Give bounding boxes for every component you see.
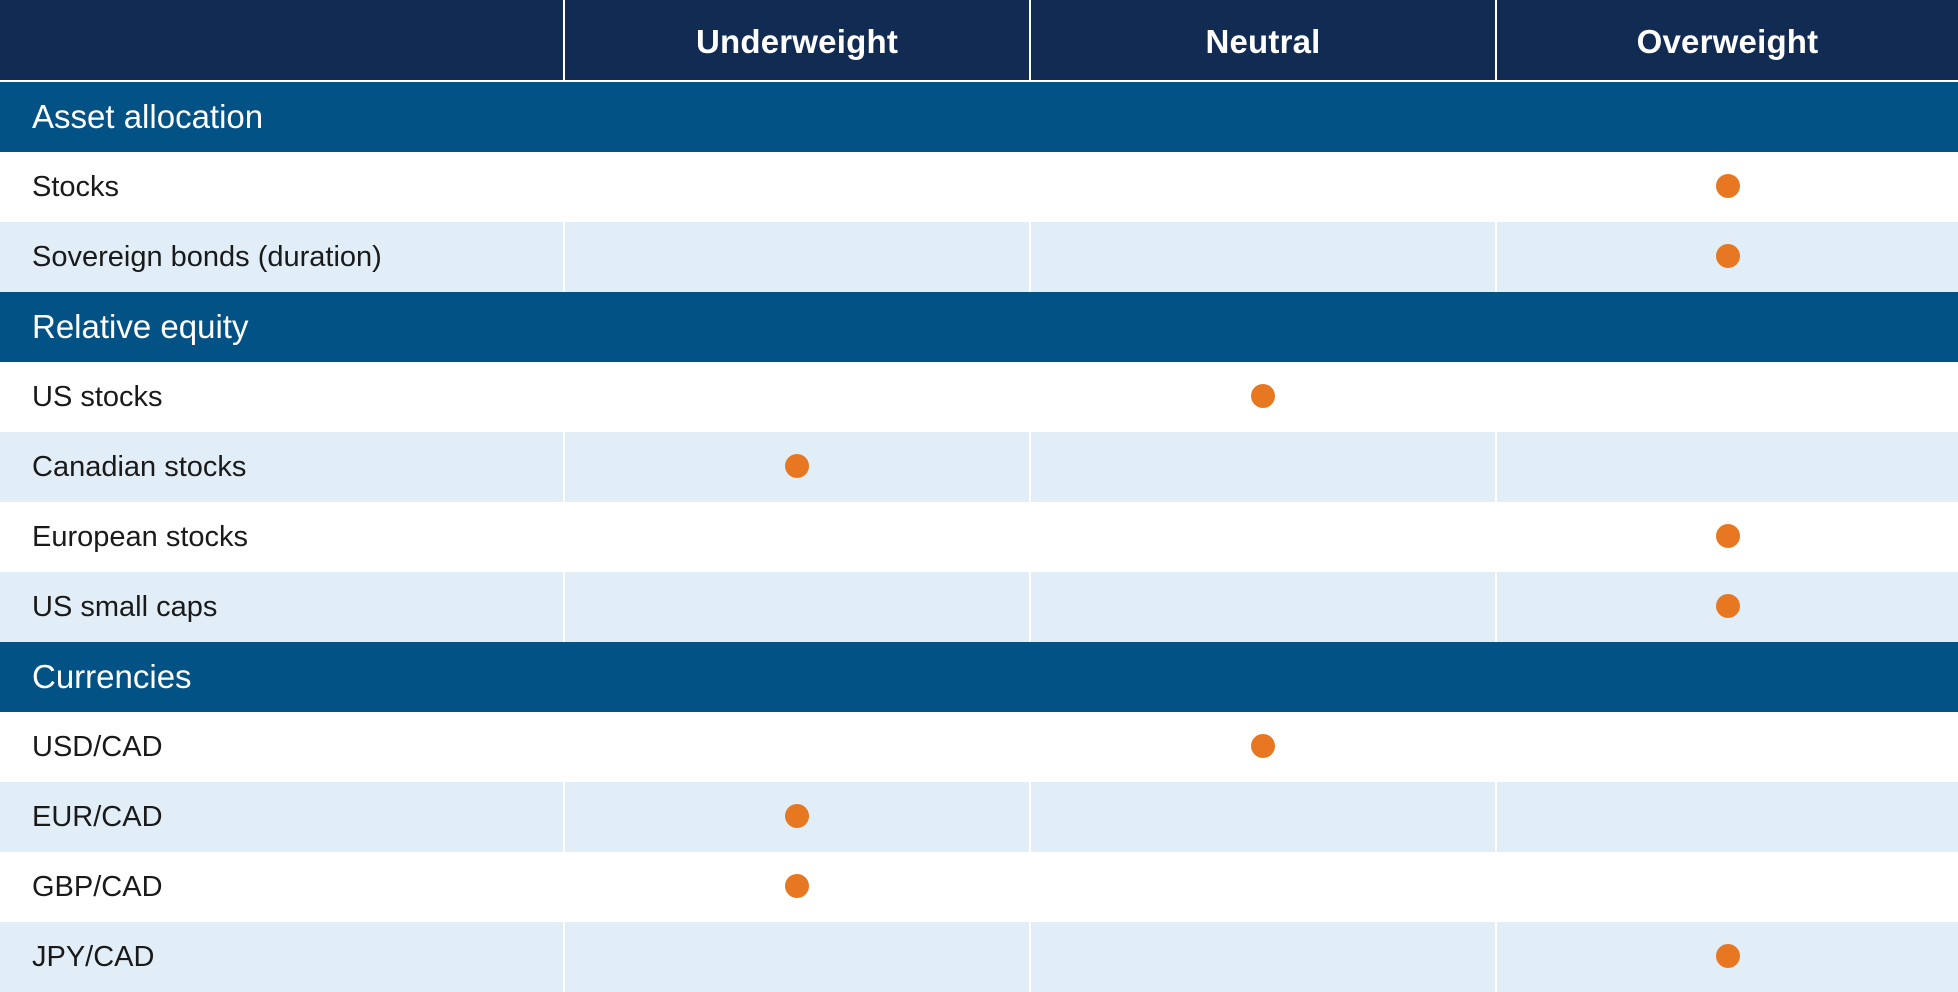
section-row: Relative equity bbox=[0, 292, 1958, 362]
section-row: Currencies bbox=[0, 642, 1958, 712]
cell-underweight bbox=[563, 922, 1029, 992]
table-row: US small caps bbox=[0, 572, 1958, 642]
header-neutral: Neutral bbox=[1029, 0, 1495, 80]
table-row: Sovereign bonds (duration) bbox=[0, 222, 1958, 292]
cell-neutral bbox=[1029, 432, 1495, 502]
cell-overweight bbox=[1495, 922, 1958, 992]
cell-neutral bbox=[1029, 922, 1495, 992]
cell-underweight bbox=[563, 222, 1029, 292]
row-label: Sovereign bonds (duration) bbox=[32, 240, 382, 273]
table-row: USD/CAD bbox=[0, 712, 1958, 782]
row-label: USD/CAD bbox=[32, 730, 163, 763]
position-marker bbox=[1251, 734, 1275, 758]
position-marker bbox=[1715, 174, 1740, 198]
row-label: JPY/CAD bbox=[32, 940, 155, 973]
header-overweight: Overweight bbox=[1495, 0, 1958, 80]
row-label: EUR/CAD bbox=[32, 800, 163, 833]
cell-neutral bbox=[1029, 782, 1495, 852]
cell-overweight bbox=[1495, 502, 1958, 572]
cell-overweight bbox=[1495, 572, 1958, 642]
section-title: Relative equity bbox=[32, 308, 249, 345]
cell-underweight bbox=[563, 362, 1029, 432]
position-marker bbox=[1715, 524, 1740, 548]
row-label: GBP/CAD bbox=[32, 870, 163, 903]
position-marker bbox=[785, 874, 809, 898]
table-row: Stocks bbox=[0, 152, 1958, 222]
table-row: Canadian stocks bbox=[0, 432, 1958, 502]
table-row: European stocks bbox=[0, 502, 1958, 572]
cell-neutral bbox=[1029, 222, 1495, 292]
cell-overweight bbox=[1495, 852, 1958, 922]
position-marker bbox=[1715, 944, 1740, 968]
cell-neutral bbox=[1029, 502, 1495, 572]
cell-neutral bbox=[1029, 572, 1495, 642]
cell-neutral bbox=[1029, 152, 1495, 222]
table-row: JPY/CAD bbox=[0, 922, 1958, 992]
table-row: GBP/CAD bbox=[0, 852, 1958, 922]
cell-neutral bbox=[1029, 362, 1495, 432]
position-marker bbox=[785, 804, 809, 828]
table-row: EUR/CAD bbox=[0, 782, 1958, 852]
cell-underweight bbox=[563, 502, 1029, 572]
table-body: Asset allocation Stocks Sovereign bonds (d… bbox=[0, 82, 1958, 992]
table-row: US stocks bbox=[0, 362, 1958, 432]
header-label-empty bbox=[0, 0, 563, 80]
section-title: Currencies bbox=[32, 658, 192, 695]
position-marker bbox=[785, 454, 809, 478]
cell-overweight bbox=[1495, 362, 1958, 432]
section-row: Asset allocation bbox=[0, 82, 1958, 152]
row-label: US stocks bbox=[32, 380, 163, 413]
cell-overweight bbox=[1495, 432, 1958, 502]
row-label: Canadian stocks bbox=[32, 450, 247, 483]
row-label: US small caps bbox=[32, 590, 218, 623]
cell-overweight bbox=[1495, 712, 1958, 782]
cell-overweight bbox=[1495, 222, 1958, 292]
cell-underweight bbox=[563, 432, 1029, 502]
position-marker bbox=[1715, 244, 1740, 268]
cell-neutral bbox=[1029, 712, 1495, 782]
cell-underweight bbox=[563, 852, 1029, 922]
cell-underweight bbox=[563, 152, 1029, 222]
cell-neutral bbox=[1029, 852, 1495, 922]
cell-overweight bbox=[1495, 782, 1958, 852]
position-marker bbox=[1251, 384, 1275, 408]
header-row: Underweight Neutral Overweight bbox=[0, 0, 1958, 82]
header-underweight: Underweight bbox=[563, 0, 1029, 80]
cell-underweight bbox=[563, 572, 1029, 642]
position-marker bbox=[1715, 594, 1740, 618]
row-label: Stocks bbox=[32, 170, 120, 203]
section-title: Asset allocation bbox=[32, 98, 264, 135]
cell-underweight bbox=[563, 782, 1029, 852]
row-label: European stocks bbox=[32, 520, 249, 553]
cell-overweight bbox=[1495, 152, 1958, 222]
cell-underweight bbox=[563, 712, 1029, 782]
